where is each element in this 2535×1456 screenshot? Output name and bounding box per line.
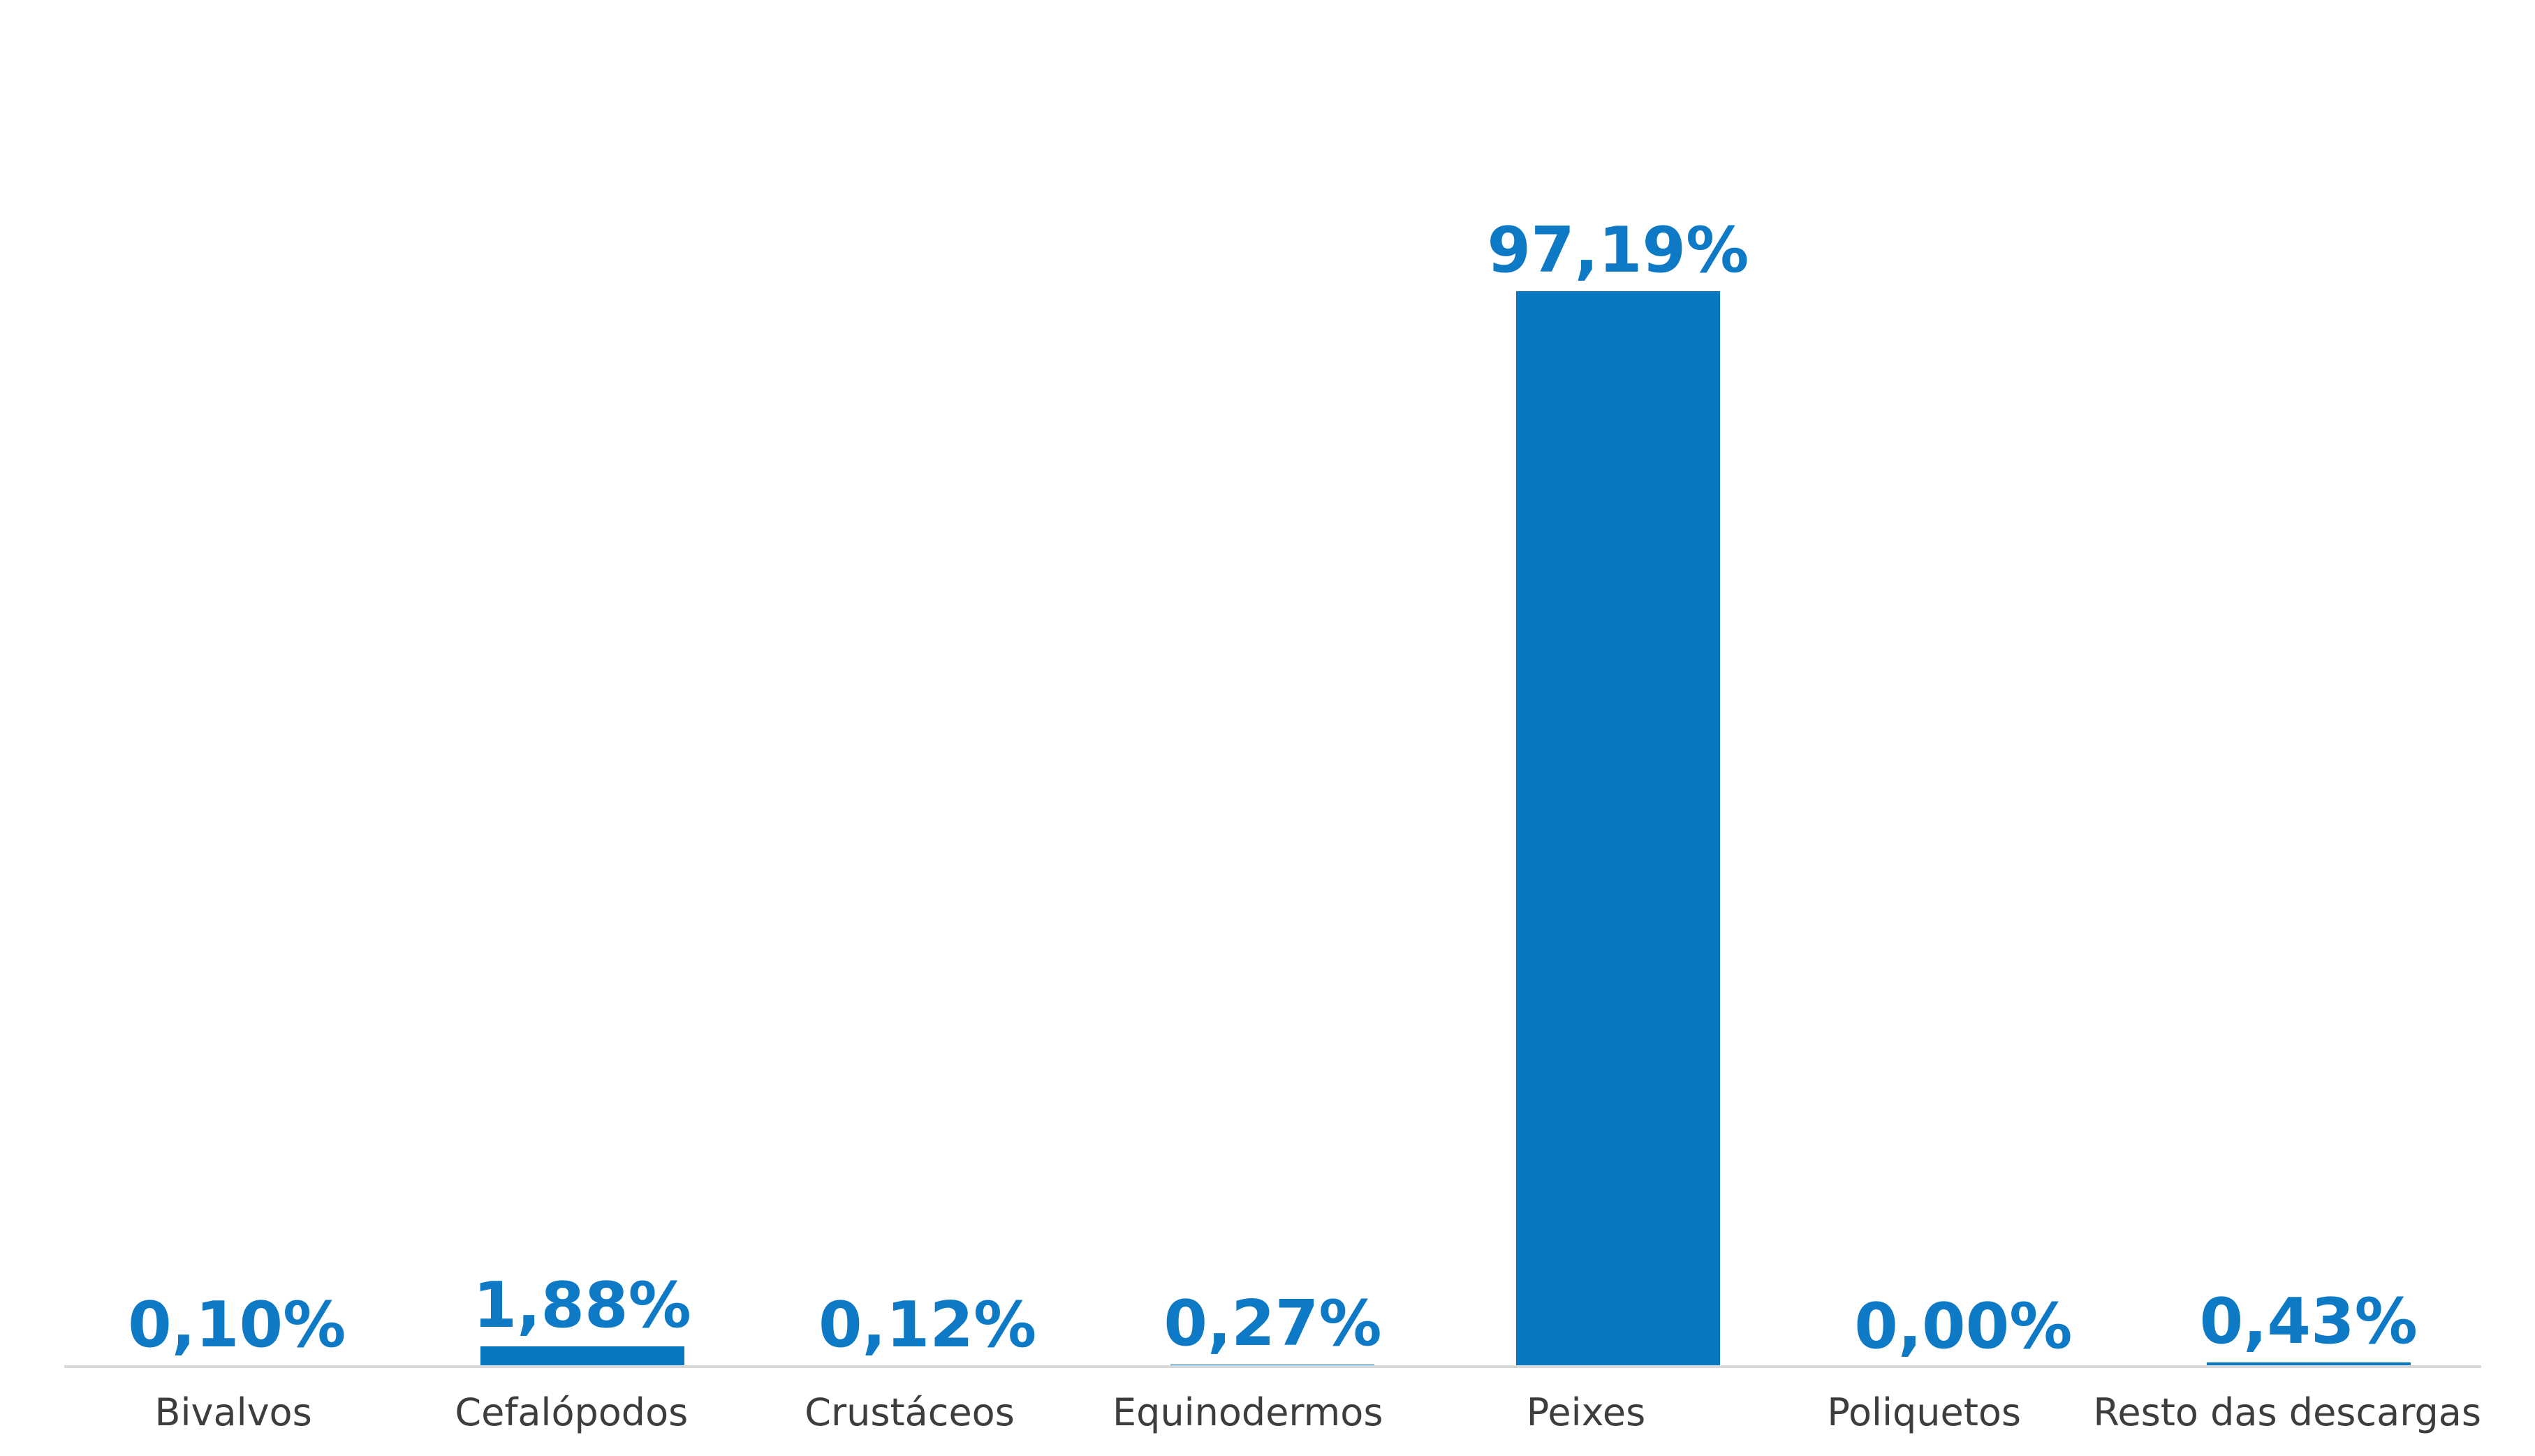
plot-area: 0,10% 1,88% 0,12% 0,27% 97,19% 0,00% 0,43%	[64, 0, 2481, 1367]
bar-value-label: 0,10%	[128, 1288, 346, 1362]
category-label: Poliquetos	[1827, 1390, 2022, 1434]
x-axis-category-labels: Bivalvos Cefalópodos Crustáceos Equinodermo…	[64, 1390, 2481, 1434]
category-label: Cefalópodos	[455, 1390, 689, 1434]
bar-group: 0,00%	[1791, 0, 2136, 1367]
category-label: Crustáceos	[804, 1390, 1015, 1434]
bar-group: 0,43%	[2136, 0, 2481, 1367]
bar-value-label: 97,19%	[1487, 214, 1749, 287]
bar-value-label: 0,12%	[818, 1288, 1037, 1362]
bar	[480, 1346, 684, 1367]
bar-group: 1,88%	[409, 0, 754, 1367]
bar-value-label: 1,88%	[473, 1269, 691, 1343]
bar	[1515, 291, 1720, 1367]
category-label: Bivalvos	[154, 1390, 312, 1434]
bar-group: 0,12%	[755, 0, 1100, 1367]
bar-value-label: 0,43%	[2199, 1285, 2418, 1359]
category-label: Resto das descargas	[2093, 1390, 2481, 1434]
bar-group: 0,27%	[1100, 0, 1445, 1367]
bar-group: 97,19%	[1446, 0, 1791, 1367]
category-label: Peixes	[1526, 1390, 1646, 1434]
bar-group: 0,10%	[64, 0, 409, 1367]
bar	[2206, 1362, 2411, 1367]
bar-value-label: 0,27%	[1163, 1286, 1382, 1360]
category-label: Equinodermos	[1112, 1390, 1383, 1434]
bar-value-label: 0,00%	[1854, 1290, 2073, 1363]
x-axis-line	[64, 1365, 2481, 1368]
